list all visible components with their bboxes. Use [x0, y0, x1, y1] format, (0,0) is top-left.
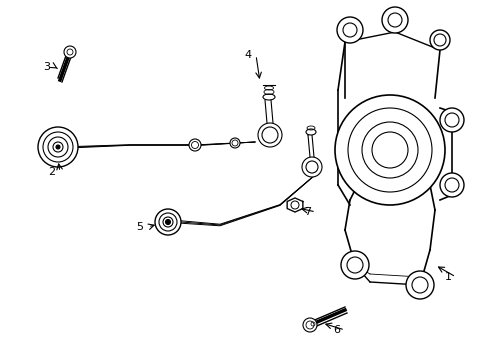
- Polygon shape: [287, 198, 303, 212]
- Text: 4: 4: [245, 50, 251, 60]
- Circle shape: [189, 139, 201, 151]
- Ellipse shape: [263, 94, 275, 100]
- Circle shape: [348, 108, 432, 192]
- Text: 7: 7: [304, 207, 312, 217]
- Text: 6: 6: [334, 325, 341, 335]
- Circle shape: [341, 251, 369, 279]
- Circle shape: [166, 220, 171, 225]
- Circle shape: [440, 108, 464, 132]
- Circle shape: [303, 318, 317, 332]
- Circle shape: [302, 157, 322, 177]
- Circle shape: [440, 173, 464, 197]
- Ellipse shape: [306, 129, 316, 135]
- Circle shape: [155, 209, 181, 235]
- Circle shape: [337, 17, 363, 43]
- Circle shape: [64, 46, 76, 58]
- Circle shape: [335, 95, 445, 205]
- Circle shape: [406, 271, 434, 299]
- Text: 2: 2: [49, 167, 55, 177]
- Circle shape: [430, 30, 450, 50]
- Circle shape: [230, 138, 240, 148]
- Circle shape: [56, 145, 60, 149]
- Text: 5: 5: [137, 222, 144, 232]
- Circle shape: [258, 123, 282, 147]
- Text: 1: 1: [444, 272, 451, 282]
- Text: 3: 3: [44, 62, 50, 72]
- Circle shape: [382, 7, 408, 33]
- Circle shape: [38, 127, 78, 167]
